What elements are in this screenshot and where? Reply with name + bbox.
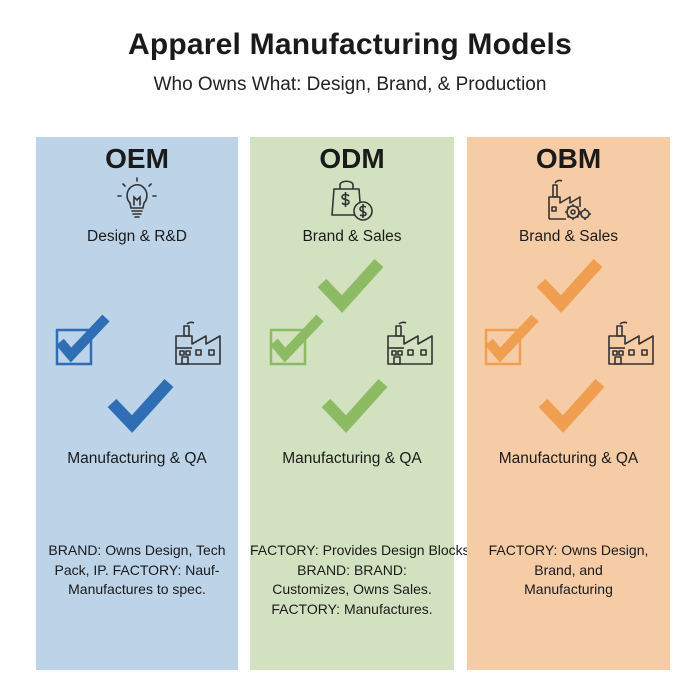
description-line: FACTORY: Provides Design Blocks. [250, 542, 474, 558]
description-line: Manufactures to spec. [68, 581, 206, 597]
column-obm-top-label: Brand & Sales [518, 228, 619, 245]
column-obm: OBM Brand & Sales Manufacturing [467, 137, 670, 670]
factory-icon [175, 321, 221, 365]
checkmark-icon [321, 378, 388, 433]
column-odm-mid-label: Manufacturing & QA [282, 450, 422, 467]
factory-icon [387, 321, 433, 365]
column-obm-mid-label: Manufacturing & QA [498, 450, 639, 467]
column-title-oem: OEM [105, 143, 169, 174]
shopping-bag-dollar-icon [331, 180, 373, 221]
column-title-obm: OBM [535, 143, 602, 174]
description-line: FACTORY: Owns Design, [488, 542, 649, 558]
column-oem-description: BRAND: Owns Design, Tech Pack, IP. FACTO… [36, 541, 238, 600]
description-line: Brand, and [534, 561, 603, 578]
page-title: Apparel Manufacturing Models [128, 28, 572, 61]
column-oem-mid-label: Manufacturing & QA [67, 450, 207, 467]
factory-icon [608, 321, 654, 365]
description-line: BRAND: Owns Design, Tech [48, 542, 226, 558]
checkmark-icon [538, 378, 605, 433]
description-line: FACTORY: Manufactures. [271, 600, 433, 617]
column-odm: ODM Brand & Sales Manufacturing & QA FA [250, 137, 474, 670]
column-odm-top-label: Brand & Sales [302, 228, 402, 245]
description-line: Pack, IP. FACTORY: Nauf- [54, 561, 220, 578]
checkmark-icon [317, 258, 384, 313]
checkmark-icon [107, 378, 174, 433]
column-title-odm: ODM [319, 143, 385, 174]
page-subtitle: Who Owns What: Design, Brand, & Producti… [153, 74, 547, 95]
column-oem: OEM Design & R&D Manufacturing & QA BRA [36, 137, 238, 670]
factory-gears-icon [547, 179, 591, 220]
description-line: Manufacturing [524, 581, 613, 597]
column-odm-description: FACTORY: Provides Design Blocks. BRAND: … [250, 541, 474, 619]
lightbulb-icon [117, 177, 157, 218]
description-line: BRAND: BRAND: [297, 561, 407, 578]
description-line: Customizes, Owns Sales. [272, 581, 432, 597]
checkmark-icon [536, 258, 603, 313]
checkbox-checked-icon [484, 314, 539, 366]
column-obm-description: FACTORY: Owns Design, Brand, and Manufac… [467, 541, 670, 600]
checkbox-checked-icon [269, 314, 324, 366]
checkbox-checked-icon [55, 314, 110, 366]
column-oem-top-label: Design & R&D [87, 228, 187, 245]
